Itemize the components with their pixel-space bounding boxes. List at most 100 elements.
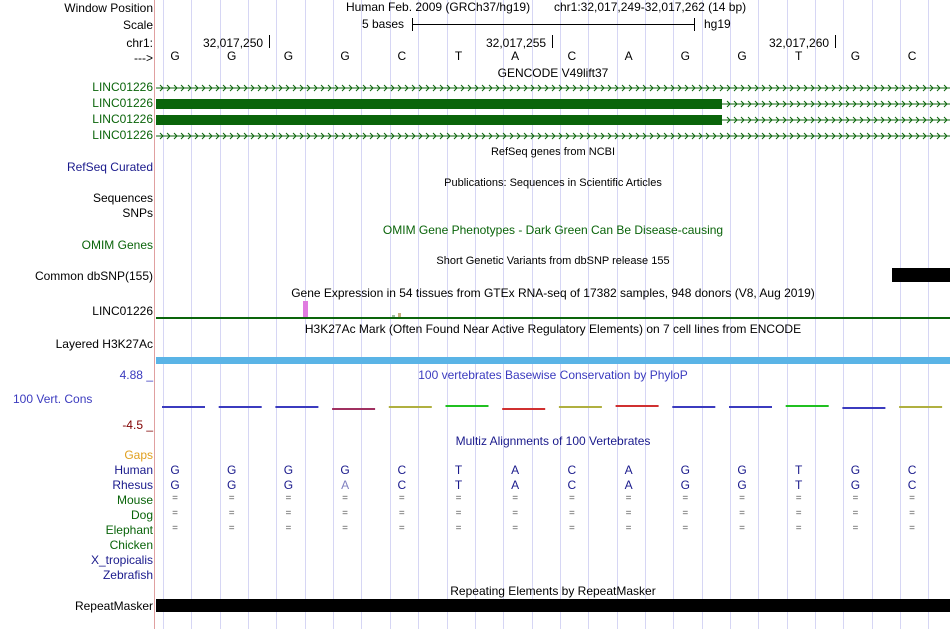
strand-arrow[interactable] bbox=[446, 84, 451, 92]
strand-arrow[interactable] bbox=[740, 100, 745, 108]
strand-arrow[interactable] bbox=[880, 100, 885, 108]
strand-arrow[interactable] bbox=[908, 132, 913, 140]
strand-arrow[interactable] bbox=[936, 132, 941, 140]
strand-arrow[interactable] bbox=[530, 84, 535, 92]
strand-arrow[interactable] bbox=[656, 132, 661, 140]
strand-arrow[interactable] bbox=[845, 100, 850, 108]
strand-arrow[interactable] bbox=[229, 132, 234, 140]
strand-arrow[interactable] bbox=[852, 100, 857, 108]
strand-arrow[interactable] bbox=[775, 84, 780, 92]
strand-arrow[interactable] bbox=[698, 84, 703, 92]
strand-arrow[interactable] bbox=[866, 84, 871, 92]
strand-arrow[interactable] bbox=[313, 84, 318, 92]
strand-arrow[interactable] bbox=[873, 116, 878, 124]
strand-arrow[interactable] bbox=[747, 116, 752, 124]
strand-arrow[interactable] bbox=[733, 116, 738, 124]
gtex-expression-bar[interactable] bbox=[392, 315, 395, 317]
strand-arrow[interactable] bbox=[222, 84, 227, 92]
strand-arrow[interactable] bbox=[180, 84, 185, 92]
strand-arrow[interactable] bbox=[600, 132, 605, 140]
strand-arrow[interactable] bbox=[866, 132, 871, 140]
h3k27ac-signal[interactable] bbox=[156, 357, 950, 364]
strand-arrow[interactable] bbox=[600, 84, 605, 92]
strand-arrow[interactable] bbox=[418, 132, 423, 140]
strand-arrow[interactable] bbox=[327, 132, 332, 140]
strand-arrow[interactable] bbox=[432, 132, 437, 140]
strand-arrow[interactable] bbox=[201, 84, 206, 92]
strand-arrow[interactable] bbox=[341, 132, 346, 140]
strand-arrow[interactable] bbox=[719, 132, 724, 140]
strand-arrow[interactable] bbox=[894, 100, 899, 108]
strand-arrow[interactable] bbox=[607, 84, 612, 92]
strand-arrow[interactable] bbox=[565, 84, 570, 92]
strand-arrow[interactable] bbox=[796, 116, 801, 124]
strand-arrow[interactable] bbox=[663, 132, 668, 140]
strand-arrow[interactable] bbox=[908, 100, 913, 108]
strand-arrow[interactable] bbox=[880, 132, 885, 140]
strand-arrow[interactable] bbox=[894, 84, 899, 92]
strand-arrow[interactable] bbox=[929, 116, 934, 124]
strand-arrow[interactable] bbox=[754, 116, 759, 124]
strand-arrow[interactable] bbox=[936, 116, 941, 124]
strand-arrow[interactable] bbox=[348, 132, 353, 140]
strand-arrow[interactable] bbox=[775, 100, 780, 108]
multiz-species-label[interactable]: Chicken bbox=[109, 538, 153, 552]
strand-arrow[interactable] bbox=[586, 132, 591, 140]
strand-arrow[interactable] bbox=[712, 132, 717, 140]
strand-arrow[interactable] bbox=[684, 84, 689, 92]
strand-arrow[interactable] bbox=[908, 84, 913, 92]
strand-arrow[interactable] bbox=[908, 116, 913, 124]
strand-arrow[interactable] bbox=[859, 100, 864, 108]
strand-arrow[interactable] bbox=[439, 84, 444, 92]
strand-arrow[interactable] bbox=[397, 132, 402, 140]
strand-arrow[interactable] bbox=[719, 84, 724, 92]
strand-arrow[interactable] bbox=[782, 100, 787, 108]
gtex-track-label[interactable]: LINC01226 bbox=[92, 304, 153, 318]
strand-arrow[interactable] bbox=[810, 132, 815, 140]
strand-arrow[interactable] bbox=[761, 132, 766, 140]
gencode-item-label[interactable]: LINC01226 bbox=[92, 96, 153, 110]
multiz-gaps-label[interactable]: Gaps bbox=[124, 448, 153, 462]
strand-arrow[interactable] bbox=[740, 132, 745, 140]
strand-arrow[interactable] bbox=[306, 132, 311, 140]
strand-arrow[interactable] bbox=[383, 132, 388, 140]
strand-arrow[interactable] bbox=[761, 100, 766, 108]
strand-arrow[interactable] bbox=[754, 84, 759, 92]
strand-arrow[interactable] bbox=[194, 84, 199, 92]
strand-arrow[interactable] bbox=[411, 132, 416, 140]
strand-arrow[interactable] bbox=[747, 84, 752, 92]
strand-arrow[interactable] bbox=[313, 132, 318, 140]
strand-arrow[interactable] bbox=[390, 132, 395, 140]
strand-arrow[interactable] bbox=[502, 132, 507, 140]
strand-arrow[interactable] bbox=[831, 84, 836, 92]
strand-arrow[interactable] bbox=[201, 132, 206, 140]
strand-arrow[interactable] bbox=[229, 84, 234, 92]
gencode-item-label[interactable]: LINC01226 bbox=[92, 128, 153, 142]
strand-arrow[interactable] bbox=[488, 132, 493, 140]
strand-arrow[interactable] bbox=[887, 132, 892, 140]
strand-arrow[interactable] bbox=[642, 84, 647, 92]
strand-arrow[interactable] bbox=[558, 84, 563, 92]
strand-arrow[interactable] bbox=[929, 132, 934, 140]
repeatmasker-track-title[interactable]: Repeating Elements by RepeatMasker bbox=[450, 584, 656, 598]
strand-arrow[interactable] bbox=[740, 116, 745, 124]
conservation-track-label[interactable]: 100 Vert. Cons bbox=[13, 392, 93, 406]
strand-arrow[interactable] bbox=[775, 116, 780, 124]
strand-arrow[interactable] bbox=[369, 84, 374, 92]
gene-exon-block[interactable] bbox=[156, 99, 722, 109]
strand-arrow[interactable] bbox=[824, 132, 829, 140]
strand-arrow[interactable] bbox=[915, 116, 920, 124]
strand-arrow[interactable] bbox=[768, 84, 773, 92]
strand-arrow[interactable] bbox=[852, 116, 857, 124]
strand-arrow[interactable] bbox=[376, 132, 381, 140]
strand-arrow[interactable] bbox=[628, 84, 633, 92]
conservation-track-title[interactable]: 100 vertebrates Basewise Conservation by… bbox=[418, 368, 688, 382]
strand-arrow[interactable] bbox=[334, 132, 339, 140]
strand-arrow[interactable] bbox=[929, 84, 934, 92]
strand-arrow[interactable] bbox=[355, 132, 360, 140]
strand-arrow[interactable] bbox=[166, 132, 171, 140]
strand-arrow[interactable] bbox=[208, 132, 213, 140]
strand-arrow[interactable] bbox=[516, 132, 521, 140]
strand-arrow[interactable] bbox=[593, 132, 598, 140]
strand-arrow[interactable] bbox=[439, 132, 444, 140]
